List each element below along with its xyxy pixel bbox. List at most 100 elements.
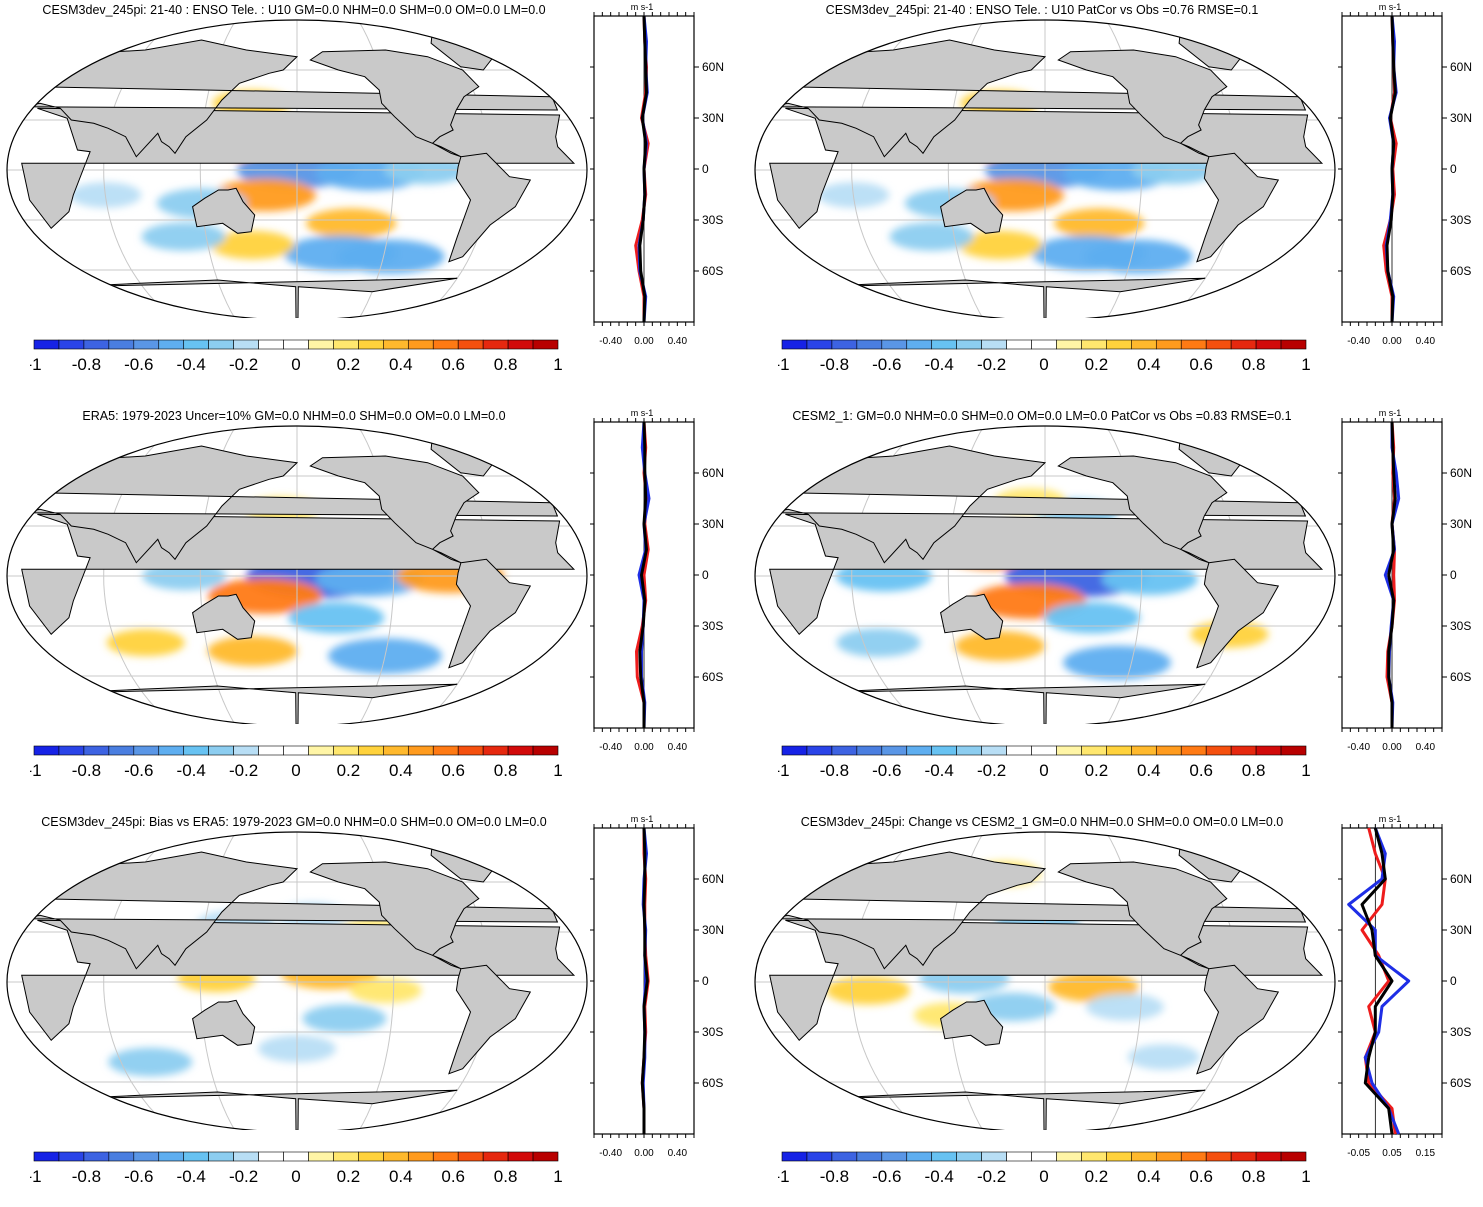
series-line-black — [640, 827, 649, 1134]
colorbar-swatch — [432, 745, 459, 756]
colorbar-tick-label: 0.6 — [1189, 761, 1213, 780]
colorbar-swatch — [358, 339, 384, 350]
negative-anomaly — [1101, 563, 1198, 595]
colorbar-swatch — [383, 745, 409, 756]
colorbar-swatch — [333, 745, 359, 756]
colorbar-swatch — [208, 1151, 234, 1162]
x-axis-unit: m s-1 — [631, 408, 654, 418]
south-america-land — [448, 558, 532, 669]
colorbar-swatch — [781, 1151, 808, 1162]
negative-anomaly — [889, 222, 974, 251]
lat-tick-label: 60S — [1450, 1076, 1471, 1090]
colorbar-swatch — [1056, 745, 1082, 756]
antarctica-land — [65, 1089, 458, 1130]
north-america-land — [309, 49, 480, 158]
map-border — [754, 19, 1336, 318]
south-america-land — [448, 964, 532, 1075]
colorbar-tick-label: 0.2 — [337, 355, 361, 374]
colorbar-tick-label: -0.6 — [124, 355, 153, 374]
positive-anomaly — [958, 230, 1043, 260]
positive-anomaly — [349, 977, 422, 1004]
colorbar-swatch — [532, 745, 559, 756]
x-tick-label: 0.00 — [1382, 742, 1402, 753]
colorbar-swatch — [208, 745, 234, 756]
colorbar-swatch — [383, 339, 409, 350]
negative-anomaly — [336, 239, 445, 274]
series-line-black — [638, 15, 648, 323]
positive-anomaly — [825, 976, 910, 1005]
lat-tick-label: 60N — [702, 466, 724, 480]
positive-anomaly — [210, 230, 295, 260]
panel-title: CESM3dev_245pi: 21-40 : ENSO Tele. : U10… — [42, 3, 546, 17]
colorbar-5: -1 -0.8 -0.6 -0.4 -0.2 0 0.2 0.4 0.6 0.8 1 — [778, 1151, 1311, 1186]
colorbar-swatch — [1230, 745, 1257, 756]
south-america-land — [1196, 152, 1280, 263]
colorbar-tick-label: 0.4 — [389, 761, 413, 780]
colorbar-swatch — [233, 1151, 259, 1162]
panel-title: CESM3dev_245pi: 21-40 : ENSO Tele. : U10… — [825, 3, 1259, 17]
colorbar-swatch — [1180, 1151, 1207, 1162]
zonal-mean-profile-1: 60N 30N 0 30S 60S -0.40 0.00 0.40 m s-1 — [1338, 2, 1472, 347]
map-1 — [754, 19, 1336, 318]
colorbar-swatch — [532, 339, 559, 350]
colorbar-swatch — [1106, 339, 1132, 350]
colorbar-swatch — [1031, 339, 1057, 350]
colorbar-tick-label: 0.6 — [441, 355, 465, 374]
colorbar-swatch — [432, 1151, 459, 1162]
colorbar-tick-label: 0.6 — [1189, 1167, 1213, 1186]
zonal-mean-profile-0: 60N 30N 0 30S 60S -0.40 0.00 0.40 m s-1 — [590, 2, 724, 347]
colorbar-swatch — [1280, 1151, 1307, 1162]
panel-1: CESM3dev_245pi: 21-40 : ENSO Tele. : U10… — [748, 0, 1483, 395]
zonal-mean-profile-2: 60N 30N 0 30S 60S -0.40 0.00 0.40 m s-1 — [590, 408, 724, 753]
colorbar-swatch — [183, 745, 209, 756]
colorbar-swatch — [956, 1151, 982, 1162]
colorbar-swatch — [906, 339, 933, 350]
lat-tick-label: 60N — [1450, 466, 1472, 480]
colorbar-swatch — [58, 339, 85, 350]
north-america-land — [1057, 861, 1228, 970]
colorbar-swatch — [58, 745, 85, 756]
colorbar-swatch — [407, 745, 434, 756]
colorbar-tick-label: 0.8 — [494, 761, 518, 780]
australia-land — [192, 593, 256, 640]
colorbar-swatch — [133, 339, 160, 350]
x-axis-unit: m s-1 — [1379, 408, 1402, 418]
x-tick-label: 0.40 — [1416, 742, 1436, 753]
lat-tick-label: 60S — [702, 1076, 723, 1090]
colorbar-swatch — [1056, 1151, 1082, 1162]
colorbar-tick-label: 0.4 — [389, 1167, 413, 1186]
colorbar-swatch — [1006, 1151, 1032, 1162]
lat-tick-label: 30N — [702, 111, 724, 125]
x-axis-unit: m s-1 — [1379, 814, 1402, 824]
south-america-land — [1196, 558, 1280, 669]
antarctica-land — [813, 683, 1206, 724]
colorbar-tick-label: 0 — [291, 355, 300, 374]
colorbar-swatch — [108, 1151, 135, 1162]
colorbar-swatch — [58, 1151, 85, 1162]
colorbar-2: -1 -0.8 -0.6 -0.4 -0.2 0 0.2 0.4 0.6 0.8 1 — [30, 745, 563, 780]
north-america-land — [309, 861, 480, 970]
colorbar-tick-label: -0.2 — [229, 761, 258, 780]
zonal-mean-profile-4: 60N 30N 0 30S 60S -0.40 0.00 0.40 m s-1 — [590, 814, 724, 1159]
x-axis-unit: m s-1 — [1379, 2, 1402, 12]
colorbar-swatch — [781, 339, 808, 350]
colorbar-swatch — [1155, 745, 1182, 756]
map-5 — [754, 831, 1336, 1130]
colorbar-swatch — [1131, 1151, 1157, 1162]
panel-title: ERA5: 1979-2023 Uncer=10% GM=0.0 NHM=0.0… — [82, 409, 506, 423]
colorbar-swatch — [1081, 1151, 1107, 1162]
colorbar-tick-label: -0.6 — [124, 1167, 153, 1186]
colorbar-swatch — [1155, 1151, 1182, 1162]
south-america-land — [1196, 964, 1280, 1075]
lat-tick-label: 30S — [702, 619, 723, 633]
colorbar-swatch — [482, 1151, 509, 1162]
negative-anomaly — [1085, 993, 1164, 1021]
colorbar-swatch — [507, 339, 534, 350]
colorbar-tick-label: -0.2 — [229, 355, 258, 374]
lat-tick-label: 30N — [1450, 923, 1472, 937]
colorbar-swatch — [981, 1151, 1007, 1162]
colorbar-swatch — [906, 745, 933, 756]
colorbar-swatch — [1205, 1151, 1232, 1162]
colorbar-swatch — [358, 1151, 384, 1162]
colorbar-tick-label: 0.4 — [1137, 355, 1161, 374]
